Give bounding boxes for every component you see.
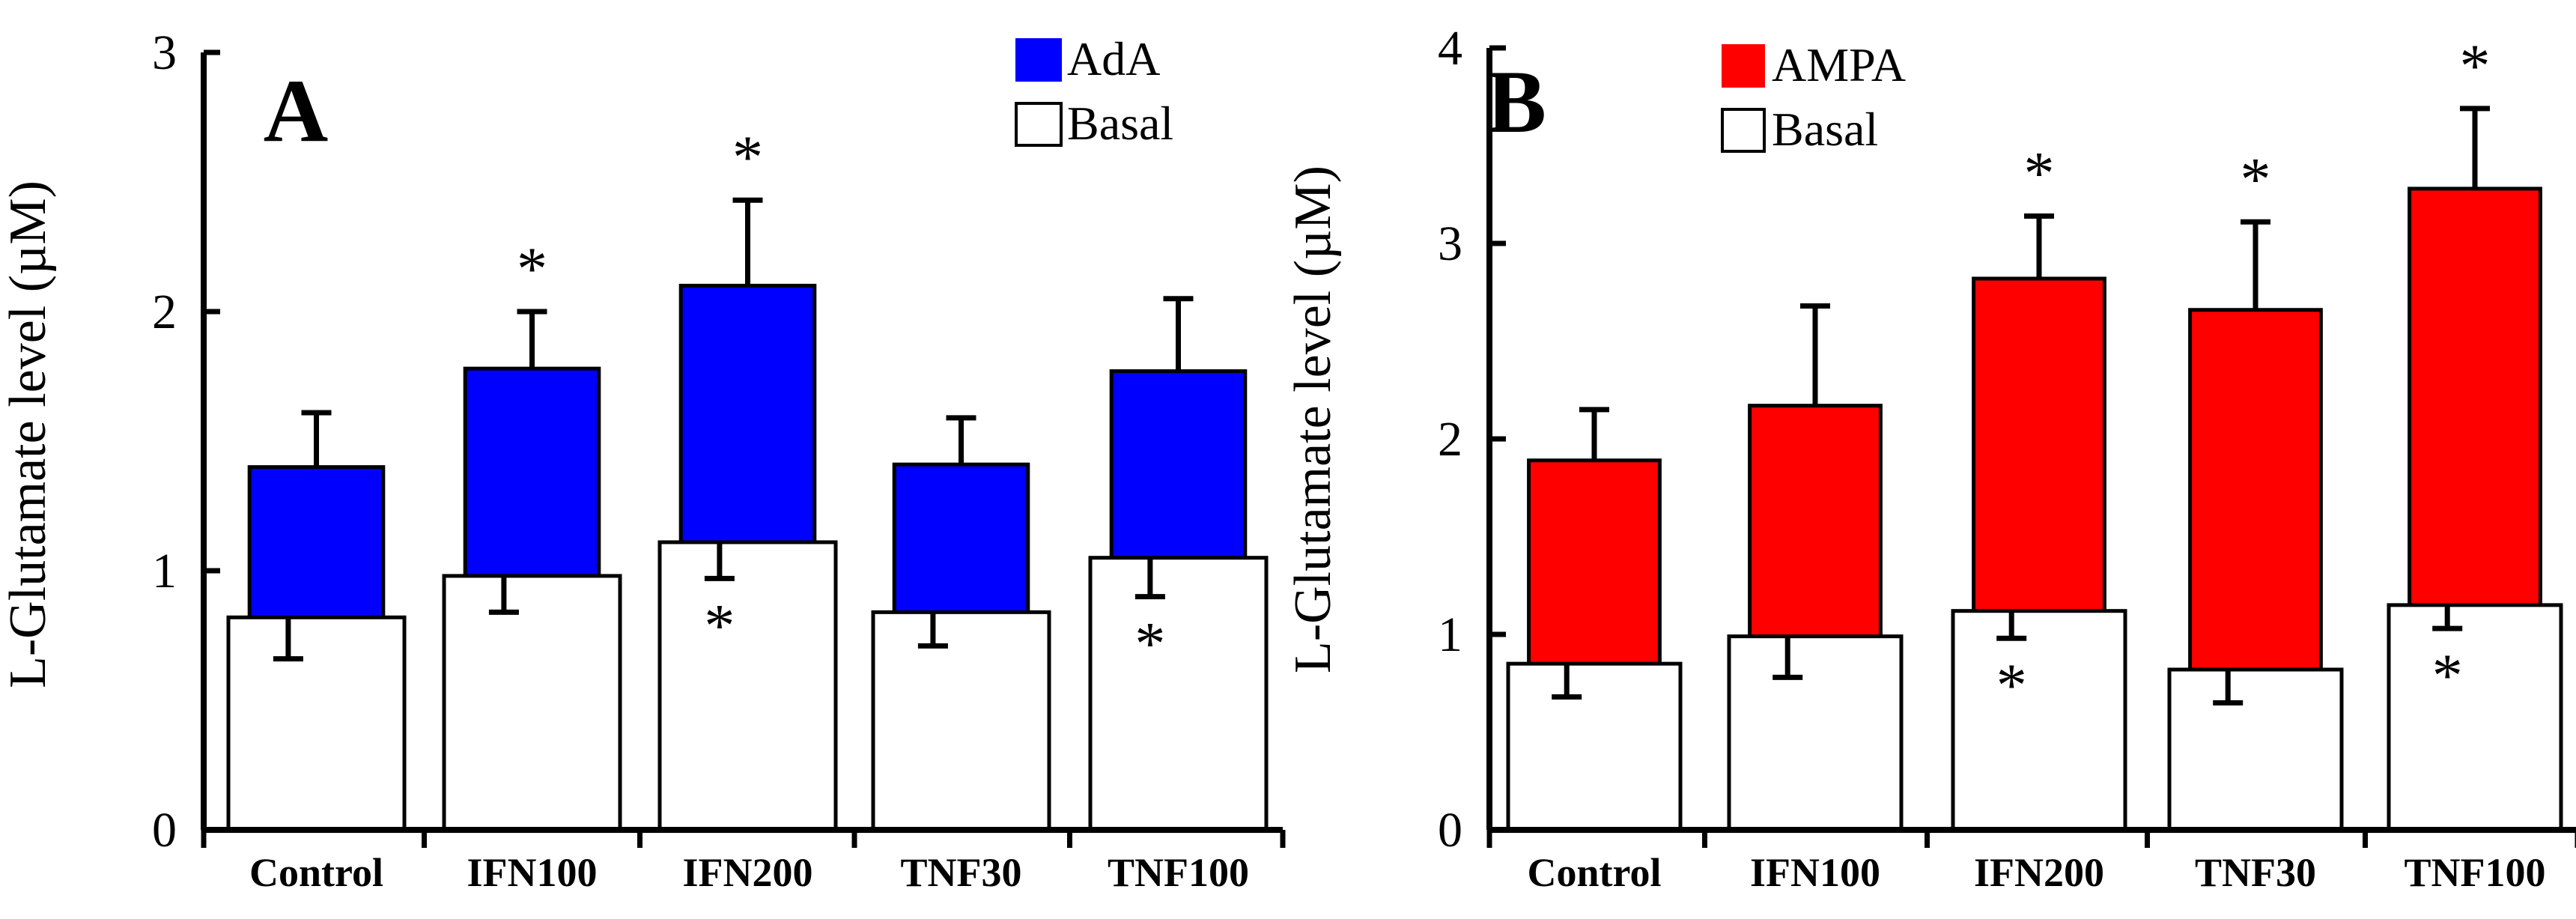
- bar-basal: [1727, 634, 1904, 832]
- legend-label-basal: Basal: [1067, 97, 1173, 150]
- legend-label-ampa: AMPA: [1772, 38, 1906, 91]
- significance-star: *: [732, 123, 763, 191]
- bar-basal: [2167, 667, 2344, 832]
- legend-swatch-ampa: [1722, 44, 1765, 88]
- category-label: TNF30: [2195, 850, 2316, 895]
- category-label: TNF100: [1108, 850, 1249, 895]
- y-tick-label: 3: [152, 25, 177, 80]
- bar-basal: [657, 540, 838, 832]
- bar-basal: [1088, 556, 1269, 832]
- category-label: TNF30: [901, 850, 1022, 895]
- bar-basal: [871, 610, 1051, 832]
- y-axis-label: L-Glutamate level (µM): [1284, 166, 1342, 673]
- panel-b: * * * * * 0 1 2 3 4 Control IFN100 IFN200 TNF30 TNF100…: [1284, 21, 2576, 895]
- legend-swatch-basal: [1721, 108, 1766, 153]
- legend-swatch-basal: [1015, 102, 1063, 147]
- y-axis-label: L-Glutamate level (µM): [0, 181, 57, 688]
- category-label: Control: [1527, 850, 1661, 895]
- significance-star: *: [1134, 610, 1165, 678]
- panel-letter: B: [1486, 52, 1546, 151]
- significance-star: *: [1996, 651, 2027, 719]
- panel-a: * * * * 0 1 2 3 Control IFN100 IFN200 TNF30 TNF100 L-…: [0, 25, 1286, 895]
- category-label: Control: [249, 850, 383, 895]
- category-label: IFN200: [1974, 850, 2104, 895]
- category-label: IFN100: [467, 850, 598, 895]
- bar-basal: [2387, 603, 2563, 832]
- y-tick-label: 1: [152, 544, 177, 598]
- y-tick-label: 4: [1438, 21, 1462, 76]
- significance-star: *: [2024, 139, 2055, 207]
- bar-basal: [442, 574, 622, 832]
- bar-basal: [226, 615, 407, 832]
- category-label: IFN100: [1750, 850, 1880, 895]
- bar-basal: [1506, 661, 1683, 832]
- legend-swatch-ada: [1015, 38, 1062, 82]
- legend-label-ada: AdA: [1067, 32, 1160, 85]
- significance-star: *: [2241, 145, 2271, 213]
- y-tick-label: 1: [1438, 607, 1462, 662]
- y-tick-label: 0: [1438, 803, 1462, 858]
- category-label: TNF100: [2405, 850, 2546, 895]
- significance-star: *: [704, 591, 735, 659]
- significance-star: *: [2432, 641, 2463, 709]
- y-tick-label: 0: [152, 803, 177, 858]
- panel-letter: A: [264, 61, 329, 160]
- y-tick-label: 2: [1438, 412, 1462, 467]
- category-label: IFN200: [683, 850, 813, 895]
- significance-star: *: [517, 234, 547, 303]
- y-tick-label: 3: [1438, 216, 1462, 271]
- significance-star: *: [2460, 31, 2491, 100]
- bar-basal: [1951, 609, 2127, 832]
- legend-label-basal: Basal: [1772, 103, 1878, 156]
- y-tick-label: 2: [152, 285, 177, 339]
